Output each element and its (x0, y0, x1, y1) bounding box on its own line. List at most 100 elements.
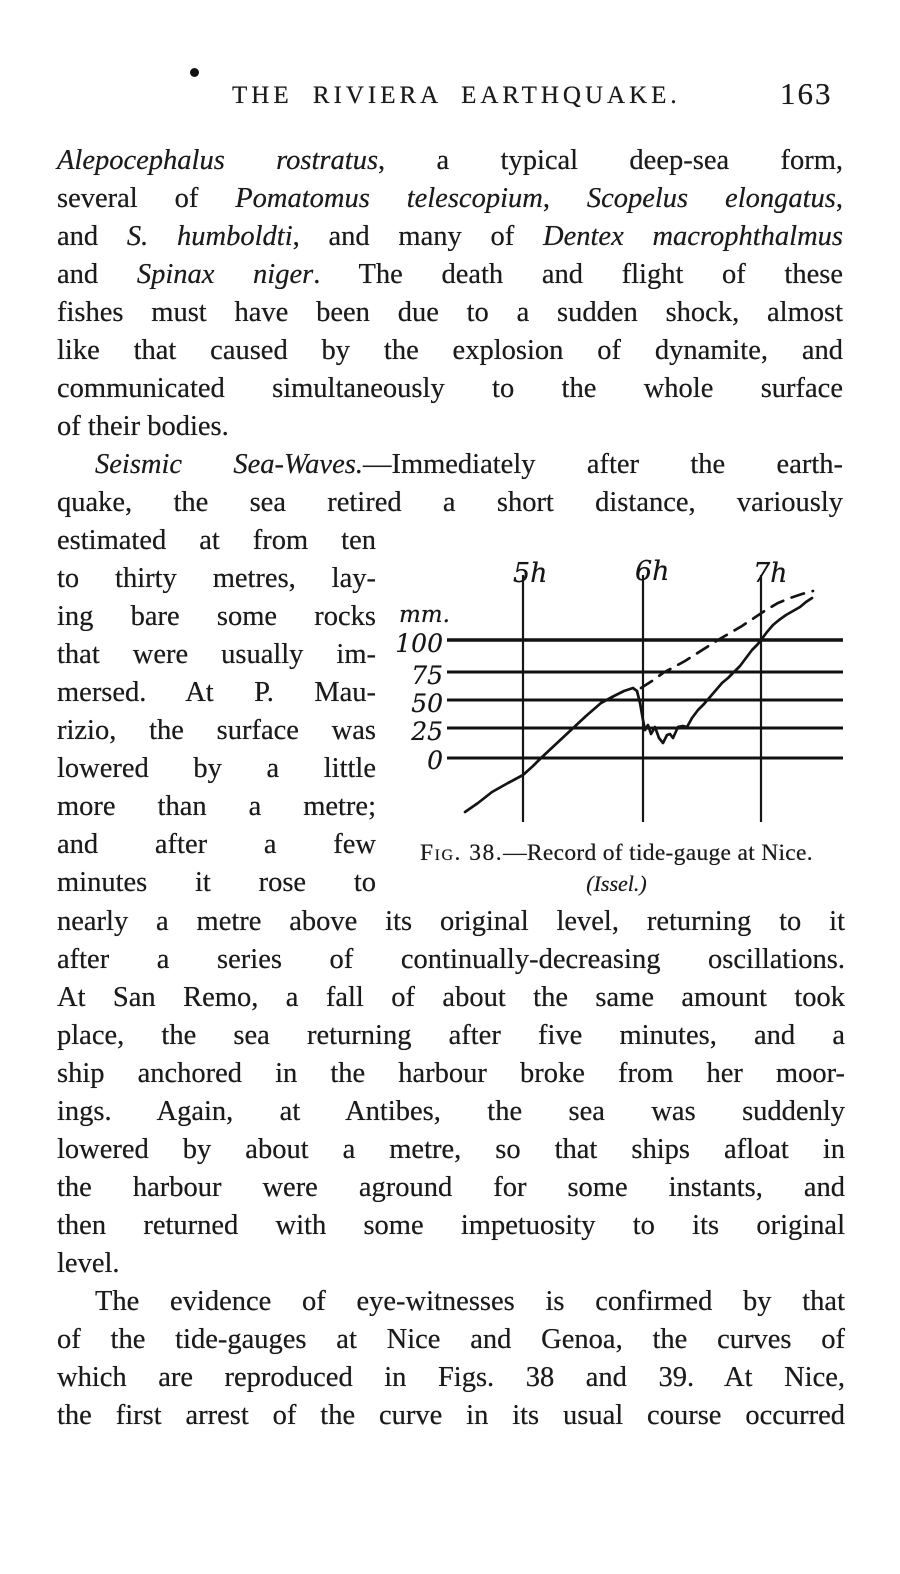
text-line: At San Remo, a fall of about the same am… (57, 979, 845, 1017)
text: then returned with some impetuosity to i… (57, 1210, 845, 1241)
text: At San Remo, a fall of about the same am… (57, 982, 845, 1013)
italic-text: Dentex macrophthalmus (543, 221, 843, 252)
text-line: quake, the sea retired a short distance,… (57, 484, 843, 522)
text-line: which are reproduced in Figs. 38 and 39.… (57, 1359, 845, 1397)
text-line: of the tide-gauges at Nice and Genoa, th… (57, 1321, 845, 1359)
text-line: the first arrest of the curve in its usu… (57, 1397, 845, 1435)
text: and (57, 221, 127, 252)
text-line: after a series of continually-decreasing… (57, 941, 845, 979)
text: mersed. At P. Mau- (57, 677, 376, 708)
paragraph-block-bottom: nearly a metre above its original level,… (57, 903, 845, 1435)
projected-tide-curve-dashed (639, 589, 815, 690)
text-line: ship anchored in the harbour broke from … (57, 1055, 845, 1093)
text: , (542, 183, 587, 214)
text-line: nearly a metre above its original level,… (57, 903, 845, 941)
ink-spot-artifact (190, 68, 199, 77)
text-line: minutes it rose to (57, 864, 376, 902)
text: nearly a metre above its original level,… (57, 906, 845, 937)
y-axis-mm-label: 25 (410, 717, 443, 746)
text-line: lowered by about a metre, so that ships … (57, 1131, 845, 1169)
x-axis-hour-label: 7h (753, 558, 788, 589)
observed-tide-curve (463, 596, 814, 814)
text: minutes it rose to (57, 867, 376, 898)
y-axis-mm-label: 0 (427, 746, 443, 775)
text: to thirty metres, lay- (57, 563, 376, 594)
paragraph-block-top: Alepocephalus rostratus, a typical deep-… (57, 142, 843, 522)
text: several of (57, 183, 236, 214)
text-line: lowered by a little (57, 750, 376, 788)
text: The evidence of eye-witnesses is confirm… (95, 1286, 845, 1317)
italic-text: Scopelus elongatus (586, 183, 836, 214)
text: place, the sea returning after five minu… (57, 1020, 845, 1051)
figure-caption: Fig. 38.—Record of tide-gauge at Nice. (373, 837, 860, 869)
text-line: like that caused by the explosion of dyn… (57, 332, 843, 370)
text: quake, the sea retired a short distance,… (57, 487, 843, 518)
text: and after a few (57, 829, 376, 860)
text-line: estimated at from ten (57, 522, 376, 560)
text-line: Seismic Sea-Waves.—Immediately after the… (57, 446, 843, 484)
y-axis-mm-label: 100 (395, 629, 443, 658)
italic-text: Pomatomus telescopium (235, 183, 543, 214)
text: that were usually im- (57, 639, 376, 670)
text: of the tide-gauges at Nice and Genoa, th… (57, 1324, 845, 1355)
text-line: of their bodies. (57, 408, 843, 446)
text-line: more than a metre; (57, 788, 376, 826)
italic-text: Seismic Sea-Waves. (95, 449, 363, 480)
text-line: then returned with some impetuosity to i… (57, 1207, 845, 1245)
x-axis-hour-label: 6h (635, 556, 670, 587)
text: fishes must have been due to a sudden sh… (57, 297, 843, 328)
figure-caption-credit: (Issel.) (586, 871, 647, 896)
text: the first arrest of the curve in its usu… (57, 1400, 845, 1431)
figure-caption-label: Fig. 38. (420, 840, 504, 866)
text: the harbour were aground for some instan… (57, 1172, 845, 1203)
text: more than a metre; (57, 791, 376, 822)
text-line: and S. humboldti, and many of Dentex mac… (57, 218, 843, 256)
text-line: fishes must have been due to a sudden sh… (57, 294, 843, 332)
text: level. (57, 1248, 120, 1279)
x-axis-hour-label: 5h (513, 558, 548, 589)
text-line: level. (57, 1245, 845, 1283)
text-line: and after a few (57, 826, 376, 864)
text: rizio, the surface was (57, 715, 376, 746)
text: which are reproduced in Figs. 38 and 39.… (57, 1362, 845, 1393)
italic-text: Spinax niger (136, 259, 314, 290)
text-line: ing bare some rocks (57, 598, 376, 636)
text-line: that were usually im- (57, 636, 376, 674)
text-line: The evidence of eye-witnesses is confirm… (57, 1283, 845, 1321)
text: ings. Again, at Antibes, the sea was sud… (57, 1096, 845, 1127)
figure-38-tide-gauge: 5h 6h 7h 100 75 50 25 0 mm. Fig. 38.—Record of t… (385, 530, 860, 899)
text: , and many of (292, 221, 544, 252)
paragraph-column-left-of-figure: estimated at from ten to thirty metres, l… (57, 522, 376, 902)
text: of their bodies. (57, 411, 229, 442)
text-line: rizio, the surface was (57, 712, 376, 750)
text: . The death and flight of these (313, 259, 843, 290)
text: communicated simultaneously to the whole… (57, 373, 843, 404)
text-line: to thirty metres, lay- (57, 560, 376, 598)
text: —Immediately after the earth- (362, 449, 844, 480)
text: and (57, 259, 137, 290)
text-line: ings. Again, at Antibes, the sea was sud… (57, 1093, 845, 1131)
text: like that caused by the explosion of dyn… (57, 335, 843, 366)
running-header-title: THE RIVIERA EARTHQUAKE. (232, 82, 681, 109)
text-line: communicated simultaneously to the whole… (57, 370, 843, 408)
y-axis-mm-label: 50 (411, 689, 443, 718)
text-line: several of Pomatomus telescopium, Scopel… (57, 180, 843, 218)
italic-text: S. humboldti (126, 221, 293, 252)
text: ship anchored in the harbour broke from … (57, 1058, 845, 1089)
text: lowered by a little (57, 753, 376, 784)
text: after a series of continually-decreasing… (57, 944, 845, 975)
italic-text: Alepocephalus rostratus (57, 145, 379, 176)
text: estimated at from ten (57, 525, 376, 556)
text: lowered by about a metre, so that ships … (57, 1134, 845, 1165)
text-line: the harbour were aground for some instan… (57, 1169, 845, 1207)
text-line: mersed. At P. Mau- (57, 674, 376, 712)
text-line: Alepocephalus rostratus, a typical deep-… (57, 142, 843, 180)
y-axis-mm-label: 75 (411, 661, 443, 690)
figure-caption-text: —Record of tide-gauge at Nice. (503, 840, 813, 866)
text: , a typical deep-sea form, (378, 145, 843, 176)
text-line: place, the sea returning after five minu… (57, 1017, 845, 1055)
text: , (835, 183, 843, 214)
text: ing bare some rocks (57, 601, 376, 632)
